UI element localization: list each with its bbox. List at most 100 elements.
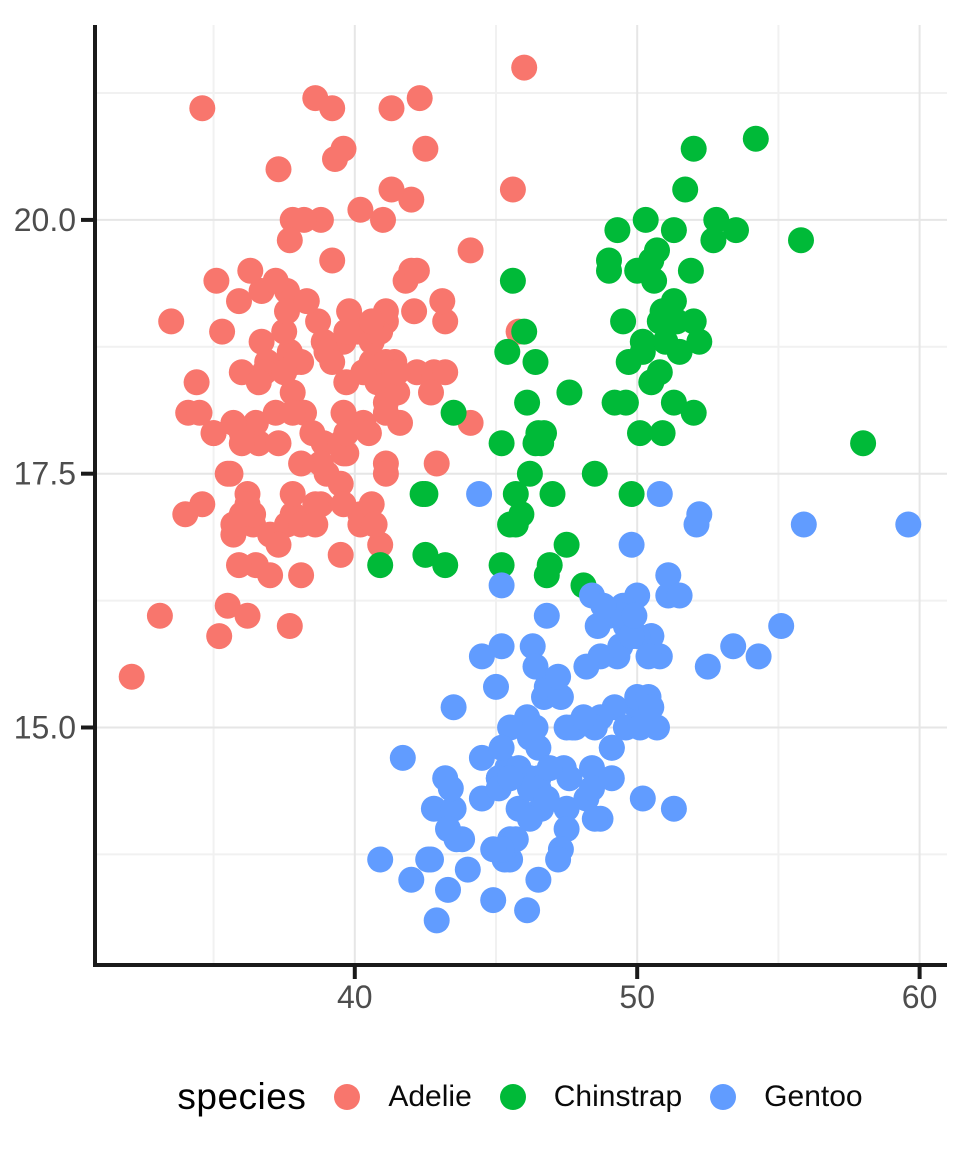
data-point-gentoo — [635, 643, 662, 670]
data-point-adelie — [511, 54, 538, 81]
data-point-adelie — [186, 399, 213, 426]
data-point-gentoo — [629, 785, 656, 812]
data-point-gentoo — [440, 795, 467, 822]
data-point-gentoo — [497, 714, 524, 741]
data-point-chinstrap — [646, 359, 673, 386]
data-point-chinstrap — [742, 125, 769, 152]
x-tick-label: 40 — [337, 979, 373, 1015]
data-point-gentoo — [468, 643, 495, 670]
data-point-adelie — [189, 95, 216, 122]
x-tick-label: 60 — [902, 979, 938, 1015]
data-point-gentoo — [573, 653, 600, 680]
data-point-chinstrap — [610, 308, 637, 335]
data-point-gentoo — [579, 775, 605, 802]
data-point-adelie — [418, 379, 444, 406]
data-point-adelie — [358, 308, 385, 335]
data-point-chinstrap — [488, 552, 515, 579]
data-point-chinstrap — [641, 267, 668, 294]
data-point-gentoo — [423, 907, 450, 934]
data-point-adelie — [384, 379, 411, 406]
adelie-swatch-icon — [334, 1084, 361, 1110]
data-point-chinstrap — [632, 206, 659, 233]
legend-label-adelie: Adelie — [388, 1080, 472, 1113]
y-tick-label: 20.0 — [14, 202, 76, 238]
data-point-chinstrap — [553, 531, 580, 558]
data-point-chinstrap — [788, 227, 814, 254]
data-point-gentoo — [598, 734, 625, 761]
data-point-adelie — [372, 460, 399, 487]
data-point-adelie — [432, 308, 459, 335]
x-tick-label: 50 — [619, 979, 655, 1015]
data-point-chinstrap — [522, 349, 549, 375]
legend-title: species — [177, 1076, 307, 1117]
data-point-gentoo — [768, 613, 795, 639]
data-point-gentoo — [435, 816, 461, 842]
data-point-adelie — [423, 450, 450, 477]
data-point-chinstrap — [666, 338, 693, 365]
data-point-chinstrap — [514, 389, 541, 416]
data-point-gentoo — [720, 633, 747, 660]
data-point-adelie — [307, 450, 334, 477]
data-point-gentoo — [389, 744, 416, 771]
data-point-chinstrap — [488, 430, 515, 457]
data-point-chinstrap — [367, 552, 394, 579]
data-point-adelie — [245, 369, 272, 396]
data-point-chinstrap — [533, 562, 560, 589]
data-point-gentoo — [454, 856, 481, 883]
data-point-chinstrap — [627, 420, 653, 447]
data-point-adelie — [333, 440, 360, 467]
data-point-gentoo — [579, 755, 605, 782]
data-point-gentoo — [655, 562, 682, 589]
data-point-chinstrap — [581, 460, 608, 487]
data-point-gentoo — [468, 744, 495, 771]
data-point-adelie — [146, 602, 173, 629]
data-point-gentoo — [598, 765, 625, 792]
data-point-adelie — [291, 206, 317, 233]
data-point-gentoo — [367, 846, 394, 873]
data-point-adelie — [330, 135, 357, 162]
data-point-gentoo — [480, 887, 507, 914]
data-point-chinstrap — [660, 217, 687, 244]
data-point-adelie — [118, 663, 145, 690]
data-point-adelie — [276, 613, 303, 639]
data-point-chinstrap — [700, 227, 727, 254]
data-point-chinstrap — [660, 389, 687, 416]
data-point-adelie — [183, 369, 210, 396]
data-point-adelie — [355, 420, 382, 447]
legend-item-adelie: Adelie — [334, 1080, 472, 1114]
data-point-adelie — [274, 298, 300, 325]
data-point-gentoo — [435, 876, 461, 903]
data-point-gentoo — [398, 866, 425, 893]
data-point-adelie — [172, 501, 199, 528]
data-point-adelie — [370, 206, 396, 233]
data-point-chinstrap — [412, 541, 439, 568]
data-point-gentoo — [895, 511, 922, 538]
data-point-chinstrap — [499, 267, 526, 294]
data-point-gentoo — [516, 805, 543, 832]
scatter-plot: 40 50 60 15.0 17.5 20.0 — [14, 25, 947, 1015]
data-point-adelie — [327, 541, 354, 568]
data-point-adelie — [457, 237, 484, 264]
legend: species Adelie Chinstrap Gentoo — [93, 1060, 947, 1134]
data-point-adelie — [333, 420, 360, 447]
data-point-adelie — [499, 176, 526, 203]
data-point-adelie — [271, 318, 298, 345]
data-point-chinstrap — [618, 481, 645, 507]
legend-item-chinstrap: Chinstrap — [499, 1080, 682, 1114]
data-point-chinstrap — [432, 552, 459, 579]
data-point-gentoo — [533, 785, 560, 812]
data-point-chinstrap — [629, 338, 656, 365]
data-point-gentoo — [584, 613, 611, 639]
gentoo-swatch-icon — [710, 1084, 737, 1110]
data-point-chinstrap — [677, 257, 704, 284]
y-tick-label: 15.0 — [14, 709, 76, 745]
data-point-gentoo — [525, 866, 552, 893]
data-point-adelie — [347, 196, 374, 223]
data-point-adelie — [319, 349, 346, 375]
data-point-gentoo — [483, 673, 509, 700]
data-point-chinstrap — [850, 430, 877, 457]
data-point-adelie — [319, 247, 346, 274]
data-point-chinstrap — [646, 308, 673, 335]
data-point-chinstrap — [680, 399, 707, 426]
